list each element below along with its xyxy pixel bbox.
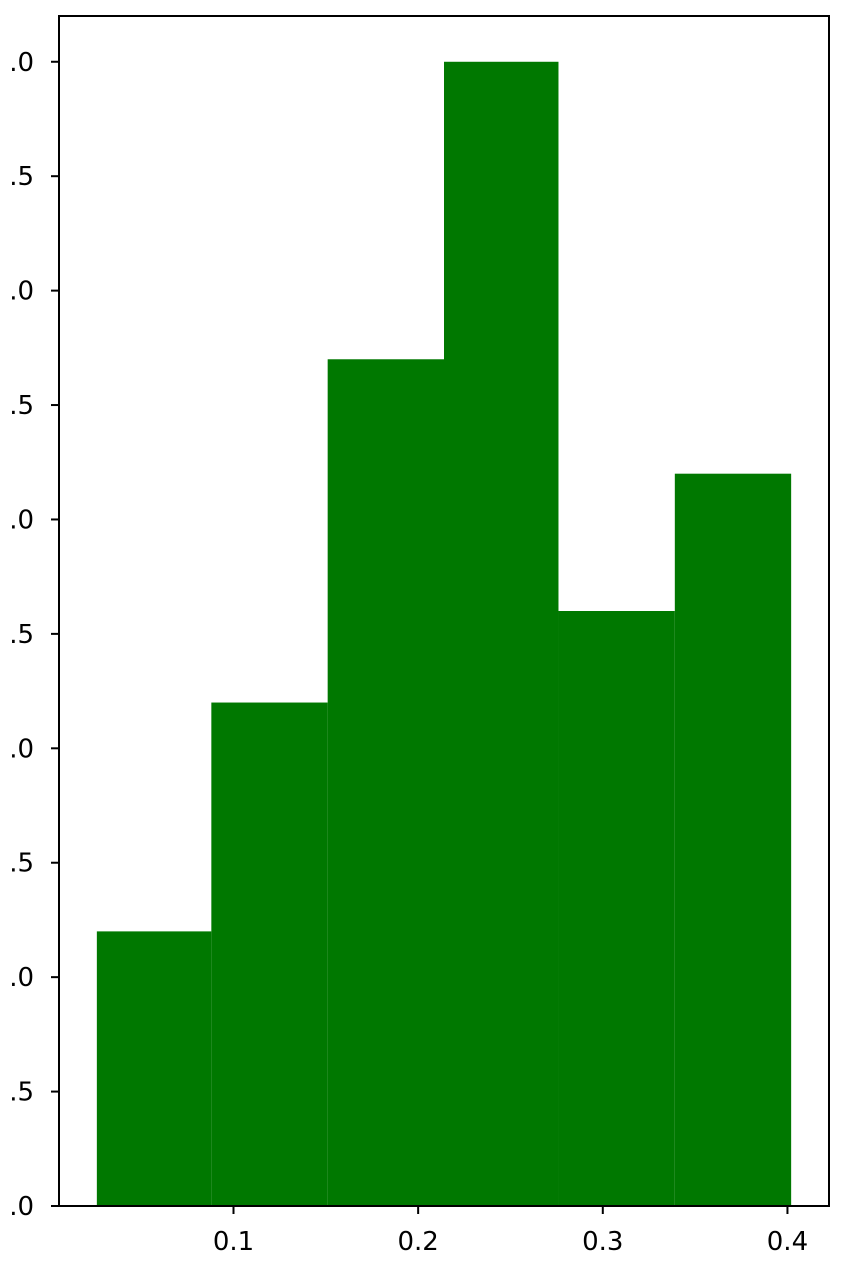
histogram-bar-6 <box>674 473 792 1206</box>
y-tick-label: .0 <box>9 963 34 993</box>
x-tick-label: 0.1 <box>213 1227 254 1257</box>
x-tick-label: 0.4 <box>767 1227 808 1257</box>
x-axis: 0.1 0.2 0.3 0.4 <box>213 1206 808 1257</box>
y-tick-label: .0 <box>9 505 34 535</box>
histogram-bar-5 <box>558 611 675 1206</box>
histogram-bar-4 <box>444 61 559 1206</box>
y-tick-label: .0 <box>9 277 34 307</box>
histogram-bar-2 <box>211 702 328 1206</box>
y-tick-label: .5 <box>9 849 34 879</box>
y-tick-label: .0 <box>9 734 34 764</box>
y-tick-label: .5 <box>9 620 34 650</box>
bars-group <box>96 61 792 1206</box>
y-tick-label: .0 <box>9 48 34 78</box>
y-tick-label: .0 <box>9 1192 34 1222</box>
y-tick-label: .5 <box>9 162 34 192</box>
y-tick-label: .5 <box>9 391 34 421</box>
x-tick-label: 0.2 <box>397 1227 438 1257</box>
plot-frame <box>58 15 830 1207</box>
y-tick-label: .5 <box>9 1078 34 1108</box>
y-axis: .0 .5 .0 .5 .0 .5 .0 .5 .0 .5 .0 <box>9 48 59 1222</box>
x-tick-label: 0.3 <box>582 1227 623 1257</box>
histogram-bar-1 <box>96 931 212 1206</box>
histogram-bar-3 <box>327 359 444 1206</box>
